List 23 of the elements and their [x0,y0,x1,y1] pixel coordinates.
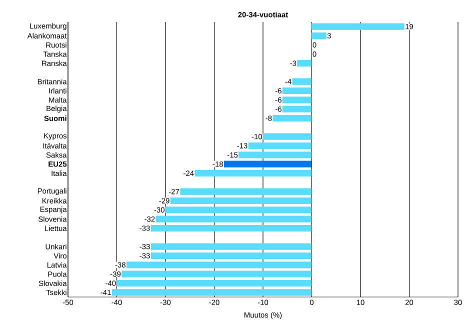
bar [194,170,312,177]
bar [112,289,312,296]
bar [312,32,326,40]
bar [263,133,312,140]
bar [248,142,312,150]
bar [180,188,312,195]
bar [312,23,404,30]
bar [297,60,312,67]
bar [272,114,312,122]
bar [126,262,312,268]
bar [116,280,312,287]
bar [282,96,312,104]
bar [150,243,312,250]
bar [282,87,312,94]
bar [238,152,312,158]
bar [122,270,312,278]
bar [224,160,312,168]
bar [292,78,312,85]
bar [150,252,312,260]
bar [150,224,312,232]
bar [166,206,312,214]
bar [156,216,312,222]
bar [282,106,312,112]
